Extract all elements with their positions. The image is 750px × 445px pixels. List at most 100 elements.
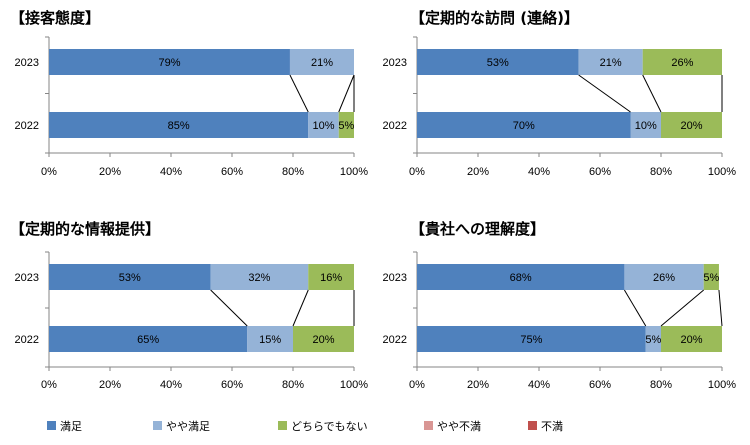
bar-segment [645, 326, 661, 352]
data-label: 10% [312, 120, 334, 132]
x-tick-label: 100% [340, 166, 368, 178]
data-label: 68% [510, 272, 532, 284]
data-label: 26% [671, 57, 693, 69]
x-tick-label: 60% [589, 379, 611, 391]
bar-segment [417, 112, 631, 138]
x-tick-label: 0% [409, 166, 425, 178]
legend-item: やや不満 [424, 420, 481, 433]
bar-segment [308, 264, 354, 290]
series-line [338, 74, 355, 113]
data-label: 5% [645, 334, 661, 346]
legend-label: やや不満 [437, 420, 481, 433]
data-label: 20% [680, 334, 702, 346]
data-label: 75% [520, 334, 542, 346]
x-tick-label: 0% [41, 166, 57, 178]
chart-panel: 【接客態度】 0% 20% 40% 60% 80% 100% 2023 2022 79% 21% 85… [10, 9, 368, 178]
bar-segment [661, 326, 722, 352]
series-line [718, 289, 723, 327]
category-label: 2022 [15, 334, 39, 346]
legend-label: やや満足 [166, 420, 210, 433]
bar-segment [49, 112, 309, 138]
x-tick-label: 0% [409, 379, 425, 391]
bar-segment [417, 326, 646, 352]
series-line [642, 74, 662, 113]
x-tick-label: 80% [282, 166, 304, 178]
x-tick-label: 60% [589, 166, 611, 178]
category-label: 2022 [383, 120, 407, 132]
legend-swatch [528, 421, 537, 430]
bar-segment [289, 49, 354, 75]
legend-label: 満足 [60, 420, 82, 433]
x-tick-label: 60% [221, 166, 243, 178]
x-tick-label: 40% [528, 379, 550, 391]
category-label: 2023 [383, 57, 407, 69]
bar-segment [624, 264, 704, 290]
x-tick-label: 100% [708, 379, 736, 391]
legend-item: 不満 [528, 420, 563, 433]
bar-segment [642, 49, 722, 75]
bar-segment [293, 326, 354, 352]
data-label: 32% [248, 272, 270, 284]
chart-panels: 【接客態度】 0% 20% 40% 60% 80% 100% 2023 2022 79% 21% 85… [10, 9, 736, 391]
legend-label: 不満 [541, 420, 563, 433]
bar-segment [49, 264, 211, 290]
chart-title: 【貴社への理解度】 [410, 220, 545, 238]
x-tick-label: 0% [41, 379, 57, 391]
x-tick-label: 40% [528, 166, 550, 178]
bar-segment [338, 112, 354, 138]
category-label: 2023 [15, 57, 39, 69]
data-label: 10% [635, 120, 657, 132]
data-label: 21% [311, 57, 333, 69]
data-label: 21% [600, 57, 622, 69]
bar-segment [703, 264, 719, 290]
data-label: 26% [653, 272, 675, 284]
legend-swatch [424, 421, 433, 430]
legend-item: どちらでもない [278, 420, 368, 433]
chart-title: 【定期的な情報提供】 [10, 220, 160, 238]
bar-segment [247, 326, 293, 352]
bar-segment [210, 264, 309, 290]
legend-item: 満足 [47, 420, 82, 433]
legend-label: どちらでもない [291, 420, 368, 433]
data-label: 53% [487, 57, 509, 69]
chart-panel: 【貴社への理解度】 0% 20% 40% 60% 80% 100% 2023 2022 68% 26… [383, 220, 737, 391]
x-tick-label: 80% [282, 379, 304, 391]
x-tick-label: 100% [708, 166, 736, 178]
bar-segment [417, 49, 579, 75]
bar-segment [661, 112, 722, 138]
data-label: 53% [119, 272, 141, 284]
series-line [623, 289, 647, 327]
x-tick-label: 20% [467, 166, 489, 178]
series-line [289, 74, 309, 113]
series-line [578, 74, 631, 113]
data-label: 20% [680, 120, 702, 132]
data-label: 20% [312, 334, 334, 346]
data-label: 70% [513, 120, 535, 132]
data-label: 85% [168, 120, 190, 132]
bar-segment [49, 326, 248, 352]
legend-swatch [153, 421, 162, 430]
x-tick-label: 40% [160, 166, 182, 178]
x-tick-label: 80% [650, 379, 672, 391]
category-label: 2022 [383, 334, 407, 346]
data-label: 65% [137, 334, 159, 346]
data-label: 15% [259, 334, 281, 346]
x-tick-label: 20% [99, 166, 121, 178]
data-label: 5% [703, 272, 719, 284]
category-label: 2023 [383, 272, 407, 284]
legend-swatch [47, 421, 56, 430]
x-tick-label: 100% [340, 379, 368, 391]
bar-segment [308, 112, 339, 138]
category-label: 2022 [15, 120, 39, 132]
category-label: 2023 [15, 272, 39, 284]
chart-panel: 【定期的な訪問 (連絡)】 0% 20% 40% 60% 80% 100% 2023 2022 5… [383, 9, 737, 178]
x-tick-label: 80% [650, 166, 672, 178]
chart-title: 【定期的な訪問 (連絡)】 [410, 9, 579, 27]
x-tick-label: 40% [160, 379, 182, 391]
chart-legend: 満足 やや満足 どちらでもない やや不満 不満 [47, 420, 563, 433]
bar-segment [578, 49, 643, 75]
x-tick-label: 20% [467, 379, 489, 391]
x-tick-label: 60% [221, 379, 243, 391]
legend-swatch [278, 421, 287, 430]
